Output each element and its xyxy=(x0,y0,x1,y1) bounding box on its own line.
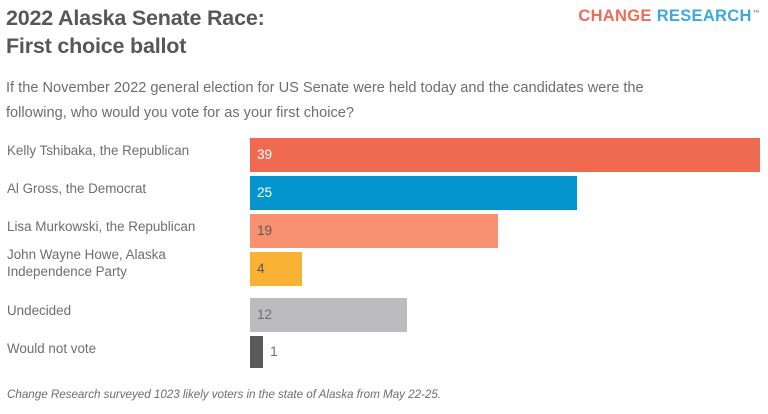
chart-bar-track: 39 xyxy=(250,138,760,172)
chart-bar-track: 1 xyxy=(250,336,760,368)
chart-bar-track: 12 xyxy=(250,298,760,332)
header: 2022 Alaska Senate Race: First choice ba… xyxy=(0,0,768,66)
chart-bar: 12 xyxy=(250,298,407,332)
chart-bar-track: 4 xyxy=(250,252,760,286)
chart-row: Undecided 12 xyxy=(0,298,768,332)
chart-bar: 1 xyxy=(250,336,278,368)
chart-row-label: John Wayne Howe, Alaska Independence Par… xyxy=(7,247,166,279)
chart-bar-track: 19 xyxy=(250,214,760,248)
chart-bar: 19 xyxy=(250,214,499,248)
chart-row: Would not vote 1 xyxy=(0,336,768,368)
logo-word-research: RESEARCH xyxy=(656,7,752,25)
chart-row-label: Al Gross, the Democrat xyxy=(7,181,147,196)
change-research-logo: CHANGE RESEARCH™ xyxy=(578,7,760,26)
bar-chart: Kelly Tshibaka, the Republican 39 Al Gross… xyxy=(0,134,768,372)
chart-row: John Wayne Howe, Alaska Independence Par… xyxy=(0,247,768,286)
trademark-icon: ™ xyxy=(752,9,760,17)
page-title-line-2: First choice ballot xyxy=(6,34,187,58)
chart-row-label: Undecided xyxy=(7,303,72,318)
chart-bar-value: 1 xyxy=(270,344,278,360)
chart-bar-value: 4 xyxy=(257,261,265,277)
page-title-line-1: 2022 Alaska Senate Race: xyxy=(6,6,265,30)
chart-row-label: Lisa Murkowski, the Republican xyxy=(7,219,196,234)
chart-bar: 4 xyxy=(250,252,303,286)
chart-bar-value: 25 xyxy=(257,185,273,201)
chart-bar-track: 25 xyxy=(250,176,760,210)
survey-methodology-note: Change Research surveyed 1023 likely vot… xyxy=(7,388,441,401)
chart-bar-value: 39 xyxy=(257,147,273,163)
chart-row-label: Would not vote xyxy=(7,341,97,356)
logo-word-change: CHANGE xyxy=(578,7,652,25)
chart-bar: 25 xyxy=(250,176,577,210)
chart-bar-value: 12 xyxy=(257,307,273,323)
chart-bar-value: 19 xyxy=(257,223,273,239)
chart-row-label: Kelly Tshibaka, the Republican xyxy=(7,143,190,158)
chart-row: Lisa Murkowski, the Republican 19 xyxy=(0,214,768,248)
chart-bar: 39 xyxy=(250,138,760,172)
chart-row: Kelly Tshibaka, the Republican 39 xyxy=(0,138,768,172)
poll-question: If the November 2022 general election fo… xyxy=(6,80,644,121)
page-title: 2022 Alaska Senate Race: First choice ba… xyxy=(6,4,526,60)
chart-row: Al Gross, the Democrat 25 xyxy=(0,176,768,210)
